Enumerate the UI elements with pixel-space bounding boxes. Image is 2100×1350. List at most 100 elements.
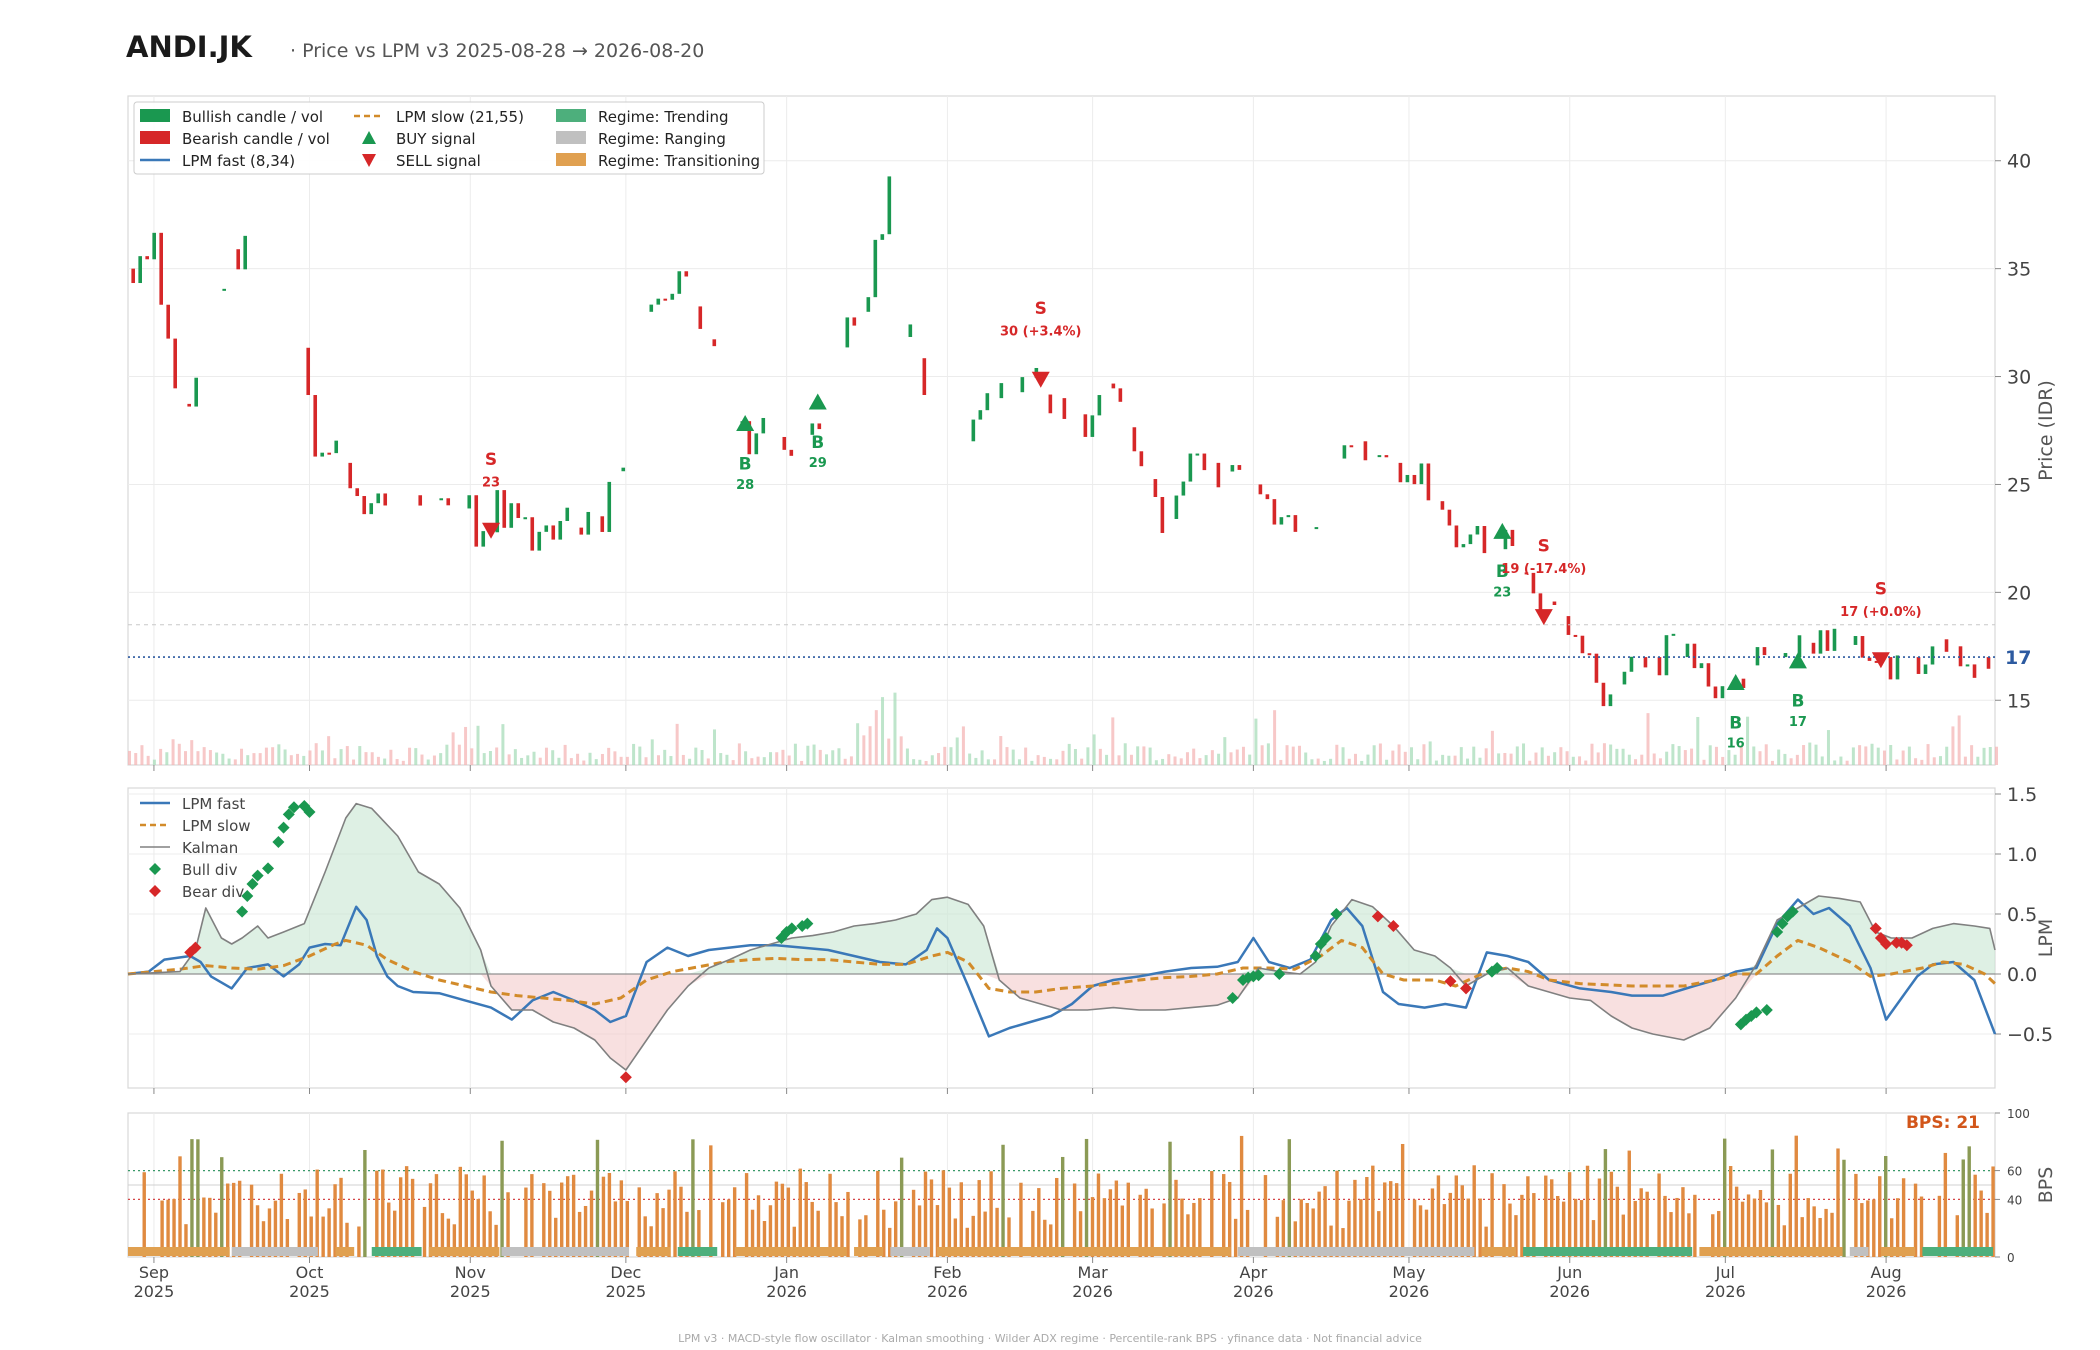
volume-bar bbox=[134, 753, 138, 765]
volume-bar bbox=[1322, 760, 1326, 765]
buy-signal-marker bbox=[808, 393, 827, 410]
volume-bar bbox=[1459, 747, 1463, 765]
bear-candle bbox=[1601, 682, 1606, 707]
ticker-title: ANDI.JK bbox=[126, 30, 252, 64]
bps-bar bbox=[810, 1201, 814, 1257]
volume-bar bbox=[1982, 747, 1986, 765]
volume-bar bbox=[1347, 758, 1351, 765]
volume-bar bbox=[1634, 759, 1638, 765]
volume-bar bbox=[1528, 760, 1532, 765]
bps-bar bbox=[1806, 1198, 1810, 1257]
bear-candle bbox=[579, 527, 584, 535]
volume-bar bbox=[1049, 758, 1053, 765]
bps-bar bbox=[583, 1205, 588, 1257]
bps-bar bbox=[226, 1183, 230, 1257]
buy-signal-marker bbox=[1726, 673, 1745, 690]
bps-bar bbox=[565, 1176, 570, 1257]
bear-candle bbox=[1944, 639, 1949, 652]
regime-band-trending bbox=[371, 1247, 422, 1256]
bps-bar bbox=[1889, 1218, 1894, 1257]
bear-candle bbox=[1482, 526, 1487, 554]
signal-letter: S bbox=[1875, 580, 1887, 600]
bull-candle bbox=[1188, 453, 1193, 482]
bull-candle bbox=[376, 493, 381, 504]
bps-bar bbox=[601, 1176, 606, 1257]
bear-candle bbox=[1384, 455, 1389, 458]
volume-bar bbox=[681, 754, 685, 765]
sell-signal-marker bbox=[1534, 609, 1553, 626]
volume-bar bbox=[1988, 747, 1992, 765]
bps-bar bbox=[1782, 1225, 1787, 1257]
bps-bar bbox=[1603, 1149, 1608, 1257]
volume-bar bbox=[769, 752, 773, 765]
volume-bar bbox=[177, 743, 181, 765]
volume-bar bbox=[333, 758, 337, 765]
legend-label: Regime: Trending bbox=[598, 108, 729, 126]
bps-bar bbox=[1937, 1195, 1942, 1257]
bear-candle bbox=[1510, 529, 1515, 547]
volume-bar bbox=[1540, 747, 1544, 765]
bps-bar bbox=[619, 1180, 624, 1257]
signal-value: 23 bbox=[482, 476, 500, 491]
volume-bar bbox=[1353, 753, 1357, 765]
bps-bar bbox=[1854, 1173, 1858, 1257]
bps-bar bbox=[1687, 1213, 1691, 1257]
volume-bar bbox=[893, 692, 897, 765]
volume-bar bbox=[389, 749, 393, 765]
x-tick-month: Oct bbox=[296, 1263, 324, 1282]
volume-bar bbox=[1017, 759, 1021, 765]
bps-ylabel: BPS bbox=[2035, 1167, 2057, 1204]
x-tick-month: Jan bbox=[773, 1263, 799, 1282]
volume-bar bbox=[184, 751, 188, 765]
bull-div-marker bbox=[1226, 992, 1239, 1004]
volume-bar bbox=[1652, 753, 1656, 765]
volume-bar bbox=[1951, 726, 1955, 765]
bull-candle bbox=[537, 531, 542, 551]
volume-bar bbox=[1938, 756, 1942, 765]
bps-bar bbox=[1353, 1179, 1357, 1257]
bps-bar bbox=[1967, 1146, 1971, 1257]
bps-bar bbox=[1609, 1171, 1614, 1257]
volume-bar bbox=[1073, 749, 1077, 765]
volume-bar bbox=[656, 755, 660, 765]
volume-bar bbox=[1515, 746, 1519, 765]
regime-band-transitioning bbox=[854, 1247, 884, 1256]
bear-candle bbox=[1874, 660, 1879, 663]
volume-bar bbox=[781, 749, 785, 765]
lpm-ylabel: LPM bbox=[2035, 919, 2057, 957]
volume-bar bbox=[1590, 743, 1594, 765]
bear-div-marker bbox=[1460, 982, 1473, 995]
regime-band-transitioning bbox=[1699, 1247, 1843, 1256]
bear-candle bbox=[1216, 462, 1221, 488]
volume-bar bbox=[1254, 718, 1258, 765]
bps-bar bbox=[434, 1174, 439, 1257]
bear-candle bbox=[1265, 494, 1270, 500]
signal-value: 28 bbox=[736, 478, 754, 493]
bps-bar bbox=[1901, 1178, 1906, 1257]
bear-candle bbox=[1454, 525, 1459, 548]
signal-value: 29 bbox=[809, 456, 827, 471]
volume-bar bbox=[1397, 744, 1401, 765]
volume-bar bbox=[208, 750, 212, 765]
bear-candle bbox=[1524, 572, 1529, 575]
bps-bar bbox=[1490, 1173, 1494, 1257]
bear-candle bbox=[1132, 427, 1137, 452]
volume-bar bbox=[507, 754, 511, 765]
bps-bar bbox=[816, 1210, 820, 1257]
bps-bar bbox=[309, 1216, 313, 1257]
volume-bar bbox=[1260, 745, 1264, 765]
bear-candle bbox=[1139, 451, 1144, 467]
bps-bar bbox=[1478, 1198, 1482, 1257]
volume-bar bbox=[1341, 747, 1345, 765]
bps-bar bbox=[422, 1206, 427, 1257]
bps-bar bbox=[1663, 1195, 1667, 1257]
bear-candle bbox=[1426, 463, 1431, 501]
bull-candle bbox=[1314, 527, 1319, 530]
volume-bar bbox=[227, 758, 231, 765]
bps-bar bbox=[1550, 1179, 1554, 1257]
x-tick-month: Nov bbox=[455, 1263, 486, 1282]
bps-bar bbox=[1430, 1188, 1435, 1257]
bear-candle bbox=[1888, 657, 1893, 680]
bear-candle bbox=[327, 452, 332, 455]
